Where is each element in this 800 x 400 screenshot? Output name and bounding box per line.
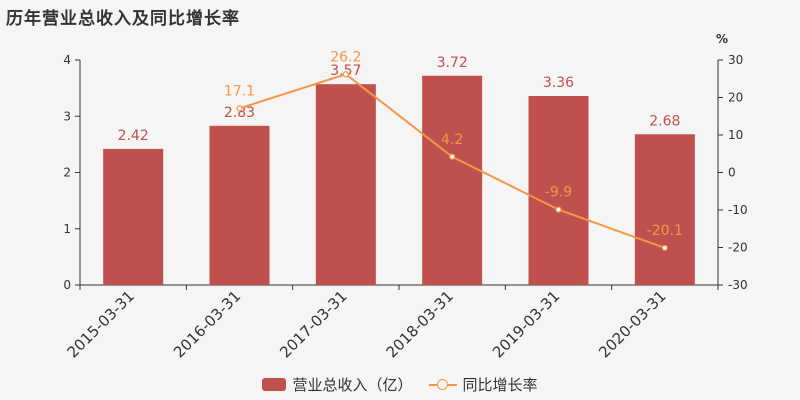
growth-point [449,153,456,160]
growth-point [661,244,668,251]
right-axis-unit: % [716,32,728,46]
right-tick-label: 20 [728,91,743,105]
x-tick-label: 2017-03-31 [276,287,350,361]
legend-label-revenue: 营业总收入（亿） [292,376,413,394]
left-tick-label: 0 [63,278,71,292]
left-tick-label: 1 [63,222,71,236]
revenue-data-label: 3.36 [543,75,574,91]
growth-data-label: -9.9 [545,185,572,201]
right-tick-label: 30 [728,53,743,67]
right-tick-label: 0 [728,166,736,180]
growth-point [342,71,349,78]
x-tick-label: 2016-03-31 [170,287,244,361]
revenue-data-label: 2.42 [118,128,149,144]
revenue-bar [422,75,483,285]
revenue-data-label: 3.72 [437,55,468,71]
legend-label-growth: 同比增长率 [462,376,538,394]
left-tick-label: 3 [63,109,71,123]
growth-point [555,206,562,213]
growth-data-label: -20.1 [647,223,683,239]
revenue-bar [209,125,270,285]
x-tick-label: 2020-03-31 [595,287,669,361]
x-tick-label: 2015-03-31 [64,287,138,361]
revenue-bar [315,84,376,285]
right-tick-label: -20 [728,241,748,255]
revenue-bar [634,134,695,285]
left-tick-label: 4 [63,53,71,67]
legend-item-revenue[interactable]: 营业总收入（亿） [262,374,413,395]
growth-data-label: 26.2 [330,49,361,65]
revenue-bar [103,148,164,285]
revenue-bar [528,96,589,285]
left-tick-label: 2 [63,166,71,180]
growth-data-label: 17.1 [224,83,255,99]
right-tick-label: -30 [728,278,748,292]
right-tick-label: -10 [728,203,748,217]
revenue-data-label: 2.83 [224,105,255,121]
x-tick-label: 2019-03-31 [489,287,563,361]
growth-point [236,105,243,112]
revenue-data-label: 2.68 [649,113,680,129]
chart-title: 历年营业总收入及同比增长率 [6,9,240,29]
legend-bar-swatch [262,378,287,391]
right-tick-label: 10 [728,128,743,142]
x-tick-label: 2018-03-31 [383,287,457,361]
legend: 营业总收入（亿） 同比增长率 [0,374,800,395]
legend-line-swatch [428,378,457,391]
growth-data-label: 4.2 [441,132,463,148]
legend-item-growth[interactable]: 同比增长率 [428,374,538,395]
